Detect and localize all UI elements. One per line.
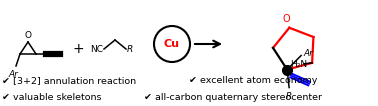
Text: +: + — [72, 42, 84, 56]
Text: Cu: Cu — [164, 39, 180, 49]
Text: ✔ excellent atom economy: ✔ excellent atom economy — [189, 76, 318, 85]
Text: O: O — [25, 31, 31, 40]
Text: H₂N: H₂N — [290, 60, 307, 69]
Text: R: R — [286, 92, 292, 100]
Text: Ar: Ar — [8, 70, 18, 79]
Text: NC: NC — [90, 45, 103, 54]
Text: ✔ [3+2] annulation reaction: ✔ [3+2] annulation reaction — [2, 76, 136, 85]
Text: ✔ valuable skeletons: ✔ valuable skeletons — [2, 93, 101, 102]
Text: R: R — [127, 45, 133, 54]
Text: Ar: Ar — [303, 49, 313, 58]
Text: ✔ all-carbon quaternary stereocenter: ✔ all-carbon quaternary stereocenter — [144, 93, 322, 102]
Text: O: O — [282, 14, 290, 24]
